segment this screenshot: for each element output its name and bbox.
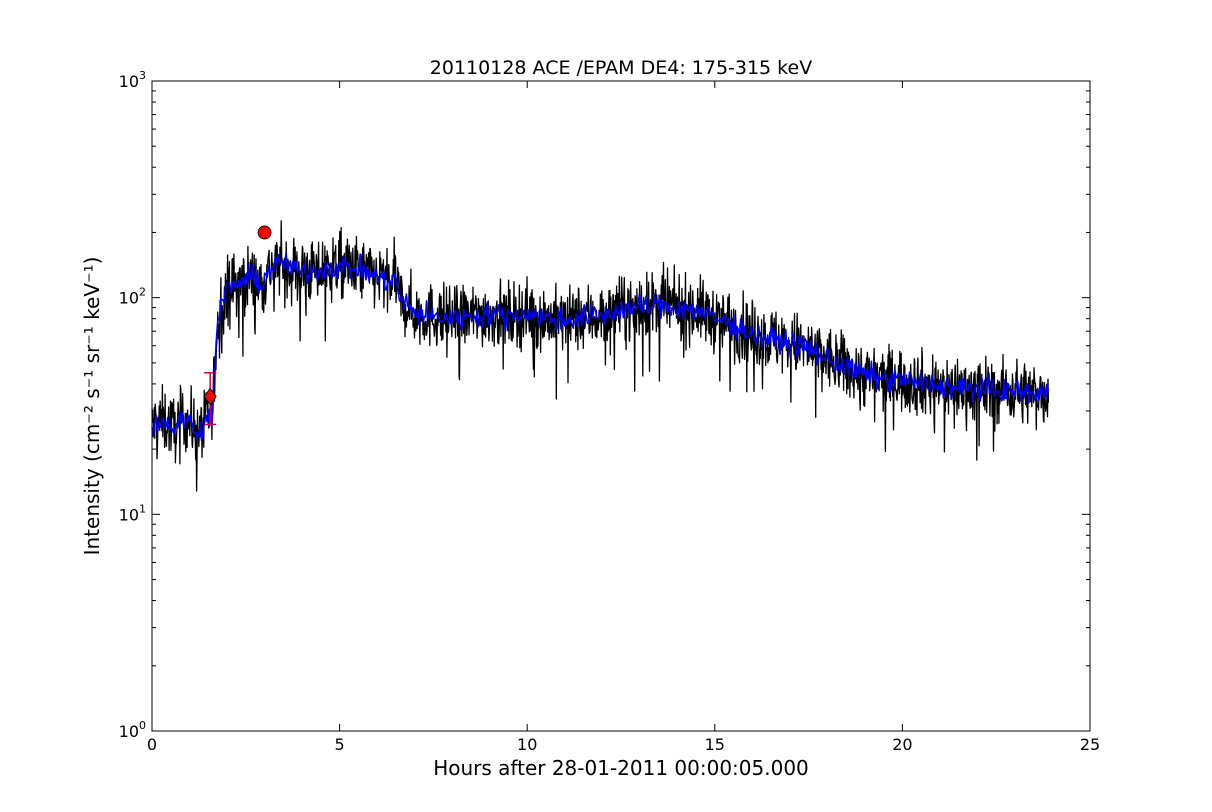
y-tick-label: 100 [119,719,146,741]
series-line-smoothed [151,252,1049,442]
x-tick-label: 10 [517,735,537,754]
x-tick-label: 25 [1080,735,1100,754]
y-tick-label-exponent: 2 [139,286,146,299]
x-tick-label: 5 [335,735,345,754]
series-layer [151,220,1050,492]
y-tick-label-exponent: 3 [139,69,146,82]
y-tick-label-exponent: 1 [139,502,146,515]
y-tick-label: 103 [119,69,146,91]
plot-frame [151,80,1091,732]
x-tick-label: 15 [705,735,725,754]
chart-title: 20110128 ACE /EPAM DE4: 175-315 keV [430,57,812,79]
y-tick-label-base: 10 [119,289,139,308]
x-axis-label: Hours after 28-01-2011 00:00:05.000 [433,756,809,780]
marker-layer [203,225,272,426]
y-tick-label-base: 10 [119,722,139,741]
y-axis-label: Intensity (cm⁻² s⁻¹ sr⁻¹ keV⁻¹) [80,257,104,556]
x-tick-label: 20 [892,735,912,754]
peak-marker [257,225,272,240]
y-tick-label-exponent: 0 [139,719,146,732]
y-tick-label-base: 10 [119,72,139,91]
series-line-raw [151,220,1050,492]
y-tick-label: 102 [119,286,146,308]
y-tick-label-base: 10 [119,505,139,524]
y-tick-label: 101 [119,502,146,524]
x-tick-label: 0 [147,735,157,754]
onset-marker [203,387,217,406]
